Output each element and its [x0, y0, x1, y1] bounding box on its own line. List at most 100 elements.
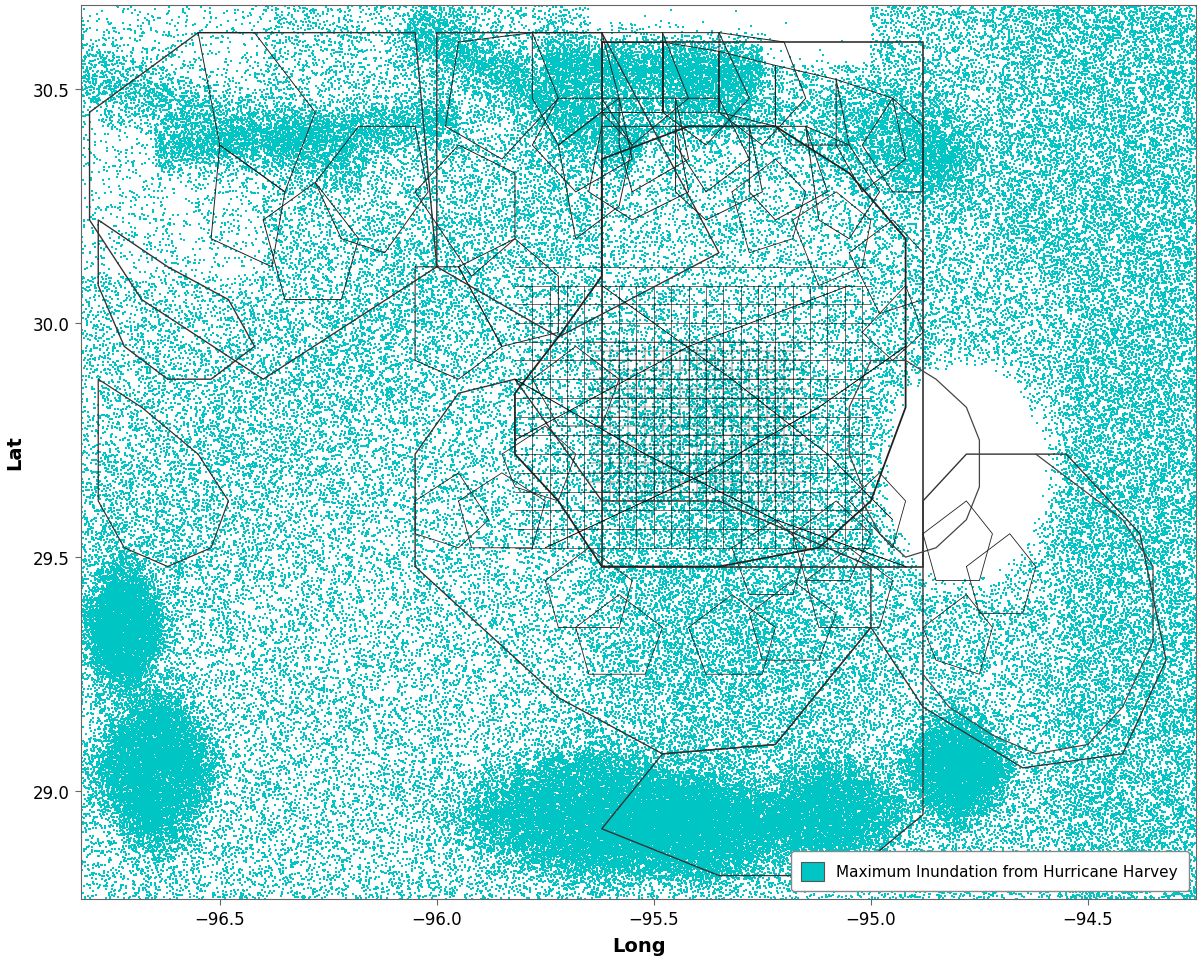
Point: [541, 126, 560, 141]
Point: [793, 372, 813, 387]
Point: [120, 480, 139, 495]
Point: [810, 891, 829, 906]
Point: [448, 739, 468, 754]
Point: [863, 437, 882, 453]
Point: [262, 654, 281, 670]
Point: [137, 686, 156, 702]
Point: [309, 154, 328, 169]
Point: [633, 808, 653, 824]
Point: [1142, 702, 1161, 718]
Point: [304, 358, 323, 374]
Point: [757, 234, 776, 250]
Point: [120, 285, 139, 301]
Point: [280, 799, 299, 814]
Point: [667, 651, 686, 666]
Point: [344, 109, 363, 124]
Point: [850, 818, 869, 833]
Point: [1109, 439, 1129, 455]
Point: [725, 523, 744, 538]
Point: [802, 688, 821, 703]
Point: [429, 47, 448, 62]
Point: [120, 625, 139, 640]
Point: [719, 785, 738, 801]
Point: [679, 70, 698, 86]
Point: [736, 474, 755, 489]
Point: [524, 818, 543, 833]
Point: [939, 286, 958, 302]
Point: [632, 822, 651, 837]
Point: [111, 783, 130, 799]
Point: [387, 209, 406, 224]
Point: [989, 760, 1008, 776]
Point: [263, 149, 282, 164]
Point: [775, 551, 795, 566]
Point: [751, 823, 770, 838]
Point: [1087, 177, 1106, 192]
Point: [999, 769, 1018, 784]
Point: [641, 769, 660, 784]
Point: [537, 799, 557, 814]
Point: [317, 120, 337, 136]
Point: [797, 796, 816, 811]
Point: [655, 96, 674, 111]
Point: [772, 613, 791, 628]
Point: [106, 657, 125, 673]
Point: [305, 431, 325, 447]
Point: [581, 773, 600, 788]
Point: [697, 202, 716, 217]
Point: [346, 141, 365, 157]
Point: [555, 103, 575, 118]
Point: [850, 282, 869, 297]
Point: [508, 286, 528, 302]
Point: [1097, 461, 1117, 477]
Point: [1019, 327, 1039, 342]
Point: [814, 796, 833, 811]
Point: [136, 586, 155, 602]
Point: [946, 807, 965, 823]
Point: [947, 767, 966, 782]
Point: [617, 797, 636, 812]
Point: [549, 193, 569, 209]
Point: [609, 806, 629, 822]
Point: [731, 786, 750, 801]
Point: [1168, 230, 1188, 245]
Point: [590, 810, 609, 825]
Point: [1072, 439, 1091, 455]
Point: [125, 807, 144, 823]
Point: [603, 779, 623, 795]
Point: [159, 736, 178, 752]
Point: [489, 71, 508, 86]
Point: [612, 799, 631, 814]
Point: [118, 606, 137, 622]
Point: [737, 676, 756, 691]
Point: [666, 712, 685, 727]
Point: [113, 653, 132, 668]
Point: [1123, 120, 1142, 136]
Point: [1019, 302, 1039, 317]
Point: [196, 80, 215, 95]
Point: [864, 134, 883, 149]
Point: [244, 303, 263, 318]
Point: [606, 79, 625, 94]
Point: [107, 581, 126, 597]
Point: [666, 110, 685, 125]
Point: [661, 42, 680, 58]
Point: [440, 664, 459, 679]
Point: [713, 801, 732, 817]
Point: [476, 46, 495, 62]
Point: [662, 361, 682, 377]
Point: [266, 47, 285, 62]
Point: [244, 593, 263, 608]
Point: [607, 824, 626, 839]
Point: [682, 573, 701, 588]
Point: [118, 607, 137, 623]
Point: [964, 155, 983, 170]
Point: [614, 802, 633, 818]
Point: [722, 836, 742, 851]
Point: [843, 784, 862, 800]
Point: [969, 718, 988, 733]
Point: [611, 151, 630, 166]
Point: [883, 673, 903, 688]
Point: [781, 110, 801, 125]
Point: [734, 65, 754, 81]
